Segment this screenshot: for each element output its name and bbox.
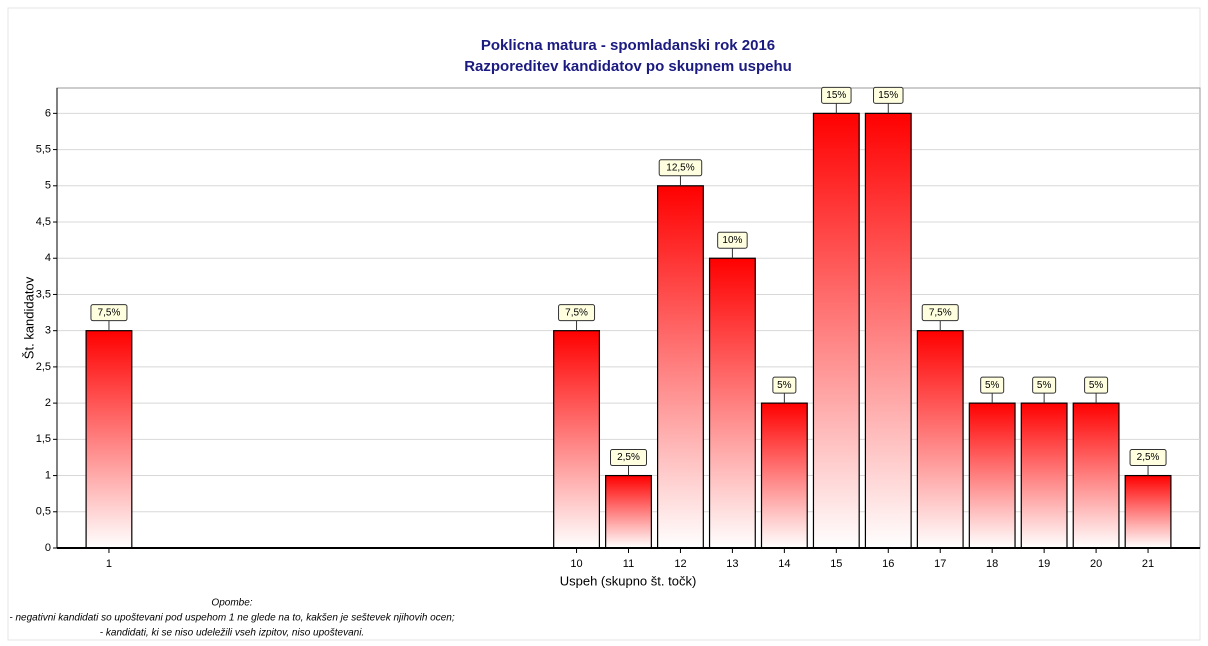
data-label: 5% (777, 380, 792, 391)
bar (85, 330, 133, 549)
x-tick-label: 20 (1090, 558, 1102, 570)
x-tick-label: 17 (934, 558, 946, 570)
x-tick-label: 15 (830, 558, 842, 570)
y-tick-label: 2,5 (36, 361, 51, 373)
bar (553, 330, 601, 549)
x-tick-label: 13 (726, 558, 738, 570)
y-tick-label: 5,5 (36, 143, 51, 155)
y-tick-label: 3,5 (36, 288, 51, 300)
bar (656, 185, 704, 549)
note: - negativni kandidati so upoštevani pod … (9, 613, 455, 624)
y-tick-label: 1,5 (36, 433, 51, 445)
y-tick-label: 0 (45, 542, 51, 554)
x-tick-label: 21 (1142, 558, 1154, 570)
data-label: 7,5% (929, 307, 952, 318)
bar (812, 112, 860, 549)
x-tick-label: 1 (106, 558, 112, 570)
note: - kandidati, ki se niso udeležili vseh i… (100, 628, 364, 639)
bar (1072, 402, 1120, 549)
note: Opombe: (211, 598, 252, 609)
y-tick-label: 0,5 (36, 506, 51, 518)
bar (708, 257, 756, 549)
data-label: 5% (1089, 380, 1104, 391)
x-tick-label: 19 (1038, 558, 1050, 570)
bar (864, 112, 912, 549)
bar (760, 402, 808, 549)
bar (1020, 402, 1068, 549)
data-label: 7,5% (565, 307, 588, 318)
y-tick-label: 2 (45, 397, 51, 409)
data-label: 10% (722, 235, 742, 246)
y-tick-label: 6 (45, 107, 51, 119)
x-tick-label: 10 (570, 558, 582, 570)
x-axis-label: Uspeh (skupno št. točk) (560, 573, 697, 588)
x-tick-label: 12 (674, 558, 686, 570)
data-label: 15% (826, 90, 846, 101)
y-tick-label: 3 (45, 325, 51, 337)
data-label: 5% (1037, 380, 1052, 391)
y-tick-label: 5 (45, 180, 51, 192)
data-label: 2,5% (1137, 452, 1160, 463)
y-tick-label: 1 (45, 469, 51, 481)
data-label: 12,5% (666, 162, 694, 173)
bar (1124, 474, 1172, 549)
y-tick-label: 4,5 (36, 216, 51, 228)
data-label: 5% (985, 380, 1000, 391)
y-axis-label: Št. kandidatov (21, 276, 36, 359)
x-tick-label: 16 (882, 558, 894, 570)
bar (605, 474, 652, 549)
bar (916, 330, 964, 549)
x-tick-label: 11 (623, 558, 634, 570)
y-tick-label: 4 (45, 252, 51, 264)
data-label: 2,5% (617, 452, 640, 463)
x-tick-label: 18 (986, 558, 998, 570)
data-label: 15% (878, 90, 898, 101)
data-label: 7,5% (98, 307, 121, 318)
x-tick-label: 14 (778, 558, 790, 570)
bar (968, 402, 1016, 549)
chart-subtitle: Razporeditev kandidatov po skupnem uspeh… (464, 58, 792, 75)
chart-title: Poklicna matura - spomladanski rok 2016 (481, 37, 775, 54)
